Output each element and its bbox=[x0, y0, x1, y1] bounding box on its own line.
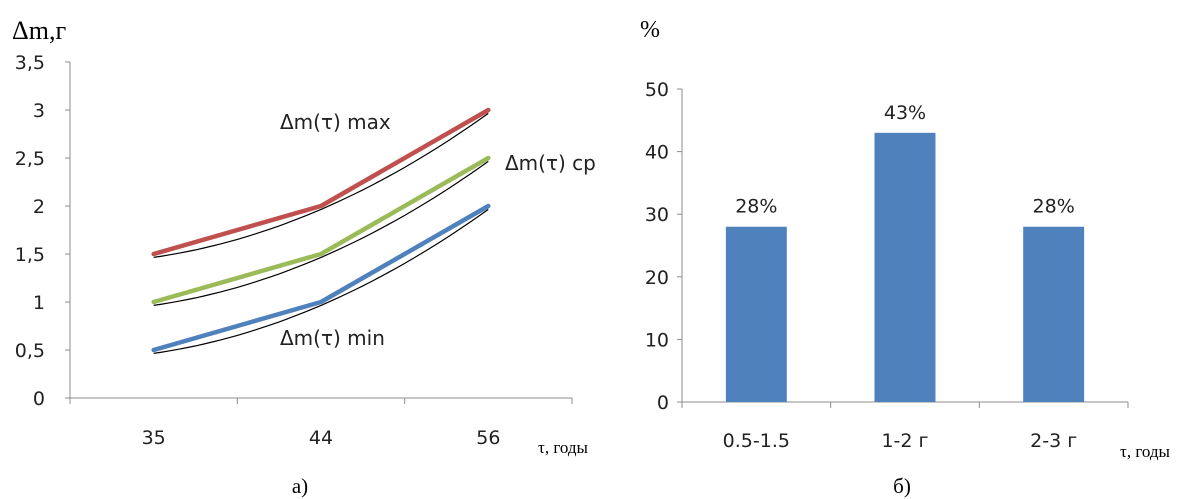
line-chart-x-ticks: 35 44 56 bbox=[69, 398, 573, 449]
y-tick-label: 1,5 bbox=[15, 244, 45, 266]
y-tick-label: 20 bbox=[645, 267, 669, 289]
line-chart: Δm,г 0 0,5 1 1,5 2 2,5 3 3,5 35 44 56 Δm(τ) max Δ… bbox=[12, 16, 596, 498]
x-tick-label: 1-2 г bbox=[881, 430, 928, 452]
x-tick-label: 56 bbox=[476, 427, 500, 449]
y-tick-label: 3,5 bbox=[15, 52, 45, 74]
x-tick-label: 0.5-1.5 bbox=[723, 430, 790, 452]
x-tick-label: 2-3 г bbox=[1030, 430, 1077, 452]
bar bbox=[1023, 226, 1085, 402]
bar-chart-data-labels: 28% 43% 28% bbox=[735, 102, 1075, 218]
series-label-min: Δm(τ) min bbox=[280, 326, 385, 350]
line-chart-trendlines bbox=[153, 112, 489, 354]
y-tick-label: 0 bbox=[657, 392, 669, 414]
x-tick-label: 35 bbox=[142, 427, 166, 449]
line-chart-y-ticks: 0 0,5 1 1,5 2 2,5 3 3,5 bbox=[15, 52, 70, 410]
bar-chart-x-axis-label: τ, годы bbox=[1120, 442, 1171, 461]
y-tick-label: 2 bbox=[33, 196, 45, 218]
bar-data-label: 28% bbox=[735, 196, 777, 218]
y-tick-label: 30 bbox=[645, 204, 669, 226]
trendline-1 bbox=[153, 160, 489, 306]
bar bbox=[874, 132, 936, 402]
y-tick-label: 0,5 bbox=[15, 340, 45, 362]
y-tick-label: 2,5 bbox=[15, 148, 45, 170]
bar-chart-y-ticks: 0 10 20 30 40 50 bbox=[645, 79, 682, 414]
series-line-0 bbox=[151, 107, 491, 257]
series-line-1 bbox=[151, 155, 491, 305]
y-tick-label: 1 bbox=[33, 292, 45, 314]
panel-label-a: а) bbox=[292, 474, 308, 498]
bar-chart-y-axis-label: % bbox=[640, 17, 660, 43]
bar-data-label: 43% bbox=[884, 102, 926, 124]
series-line-2 bbox=[151, 203, 491, 353]
y-tick-label: 40 bbox=[645, 142, 669, 164]
y-tick-label: 3 bbox=[33, 100, 45, 122]
series-label-max: Δm(τ) max bbox=[280, 110, 391, 134]
y-tick-label: 50 bbox=[645, 79, 669, 101]
y-tick-label: 0 bbox=[33, 388, 45, 410]
series-label-avg: Δm(τ) ср bbox=[505, 151, 596, 175]
panel-label-b: б) bbox=[893, 474, 911, 498]
bar-chart-x-ticks: 0.5-1.5 1-2 г 2-3 г bbox=[681, 402, 1129, 452]
bar-chart-bars bbox=[725, 132, 1085, 402]
line-chart-x-axis-label: τ, годы bbox=[538, 438, 589, 457]
trendline-2 bbox=[153, 208, 489, 354]
x-tick-label: 44 bbox=[309, 427, 333, 449]
y-tick-label: 10 bbox=[645, 329, 669, 351]
bar bbox=[725, 226, 787, 402]
line-chart-series bbox=[151, 107, 491, 353]
trendline-0 bbox=[153, 112, 489, 258]
line-chart-y-axis-label: Δm,г bbox=[12, 16, 66, 45]
bar-data-label: 28% bbox=[1033, 196, 1075, 218]
